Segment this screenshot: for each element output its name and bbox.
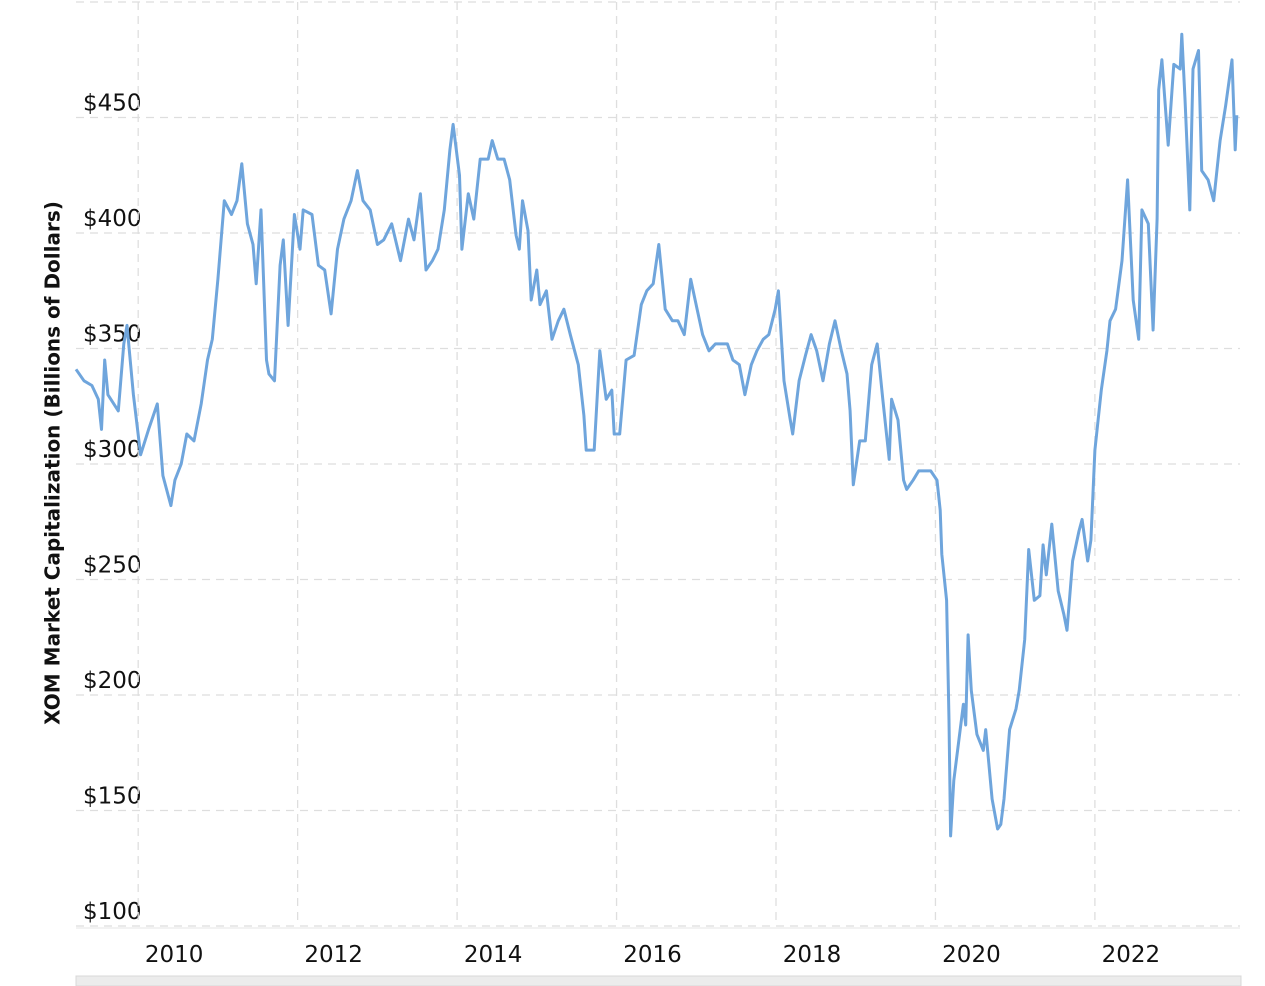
y-axis-title: XOM Market Capitalization (Billions of D… [41,201,65,725]
y-tick-label: $200 [83,668,142,694]
x-tick-label: 2020 [942,942,1001,968]
y-tick-label: $450 [83,91,142,117]
navigator-bar [75,975,1242,986]
x-tick-label: 2016 [623,942,682,968]
x-tick-label: 2014 [464,942,523,968]
x-tick-label: 2018 [783,942,842,968]
price-line [74,32,1239,838]
y-tick-label: $350 [83,322,142,348]
x-tick-label: 2012 [304,942,363,968]
y-tick-label: $100 [83,899,142,925]
y-tick-label: $250 [83,553,142,579]
x-tick-label: 2010 [145,942,204,968]
y-tick-label: $150 [83,784,142,810]
y-tick-label: $400 [83,206,142,232]
y-tick-label: $300 [83,437,142,463]
x-tick-label: 2022 [1102,942,1161,968]
